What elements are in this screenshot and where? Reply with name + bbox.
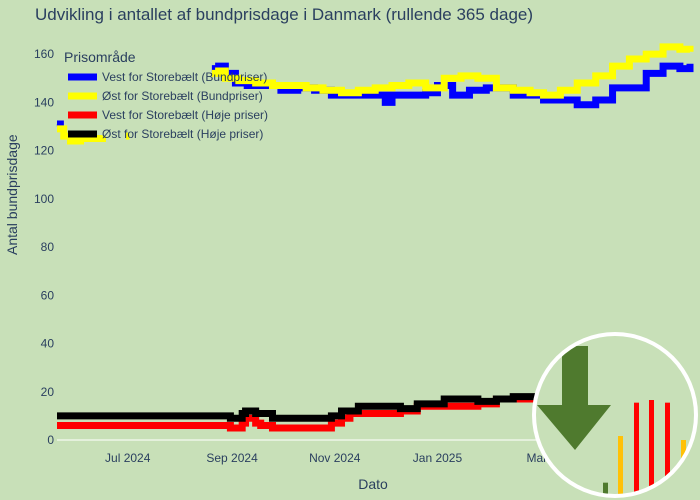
down-arrow-icon: [537, 346, 611, 450]
x-tick-label: Mar: [526, 451, 547, 465]
badge-bar: [634, 402, 639, 494]
y-tick-label: 40: [41, 337, 55, 351]
series-layer: [56, 43, 694, 432]
y-tick-label: 20: [41, 385, 55, 399]
y-tick-label: 80: [41, 240, 55, 254]
y-tick-label: 100: [34, 192, 54, 206]
overlay-badge: [532, 332, 698, 498]
x-tick-label: Sep 2024: [206, 451, 258, 465]
badge-bar: [665, 402, 670, 494]
badge-bar: [681, 440, 686, 494]
y-tick-label: 0: [47, 433, 54, 447]
y-tick-label: 120: [34, 144, 54, 158]
legend-item[interactable]: Øst for Storebælt (Høje priser): [68, 127, 263, 141]
badge-bar: [603, 482, 608, 494]
y-tick-label: 160: [34, 47, 54, 61]
y-tick-label: 140: [34, 95, 54, 109]
x-tick-label: Jul 2024: [105, 451, 151, 465]
badge-bar: [649, 400, 654, 494]
legend-item[interactable]: Vest for Storebælt (Høje priser): [68, 108, 268, 122]
badge-bar: [618, 436, 623, 494]
axis-layer: 0 20 40 60 80 100 120 140 160 Jul 2024 Sep 2024 Nov…: [34, 47, 690, 465]
legend-label: Vest for Storebælt (Bundpriser): [102, 70, 267, 84]
legend-label: Øst for Storebælt (Høje priser): [102, 127, 263, 141]
x-tick-label: Jan 2025: [413, 451, 463, 465]
legend-label: Vest for Storebælt (Høje priser): [102, 108, 268, 122]
legend-label: Øst for Storebælt (Bundpriser): [102, 89, 263, 103]
legend-item[interactable]: Øst for Storebælt (Bundpriser): [68, 89, 263, 103]
chart-title: Udvikling i antallet af bundprisdage i D…: [35, 5, 534, 24]
y-tick-label: 60: [41, 288, 55, 302]
series-line: [57, 125, 106, 145]
series-line: [211, 43, 694, 99]
x-tick-label: Nov 2024: [309, 451, 361, 465]
series-line: [57, 391, 564, 422]
x-axis-label: Dato: [358, 476, 388, 492]
legend[interactable]: Prisområde Vest for Storebælt (Bundpriser…: [64, 49, 268, 141]
legend-item[interactable]: Vest for Storebælt (Bundpriser): [68, 70, 267, 84]
legend-title: Prisområde: [64, 49, 136, 65]
